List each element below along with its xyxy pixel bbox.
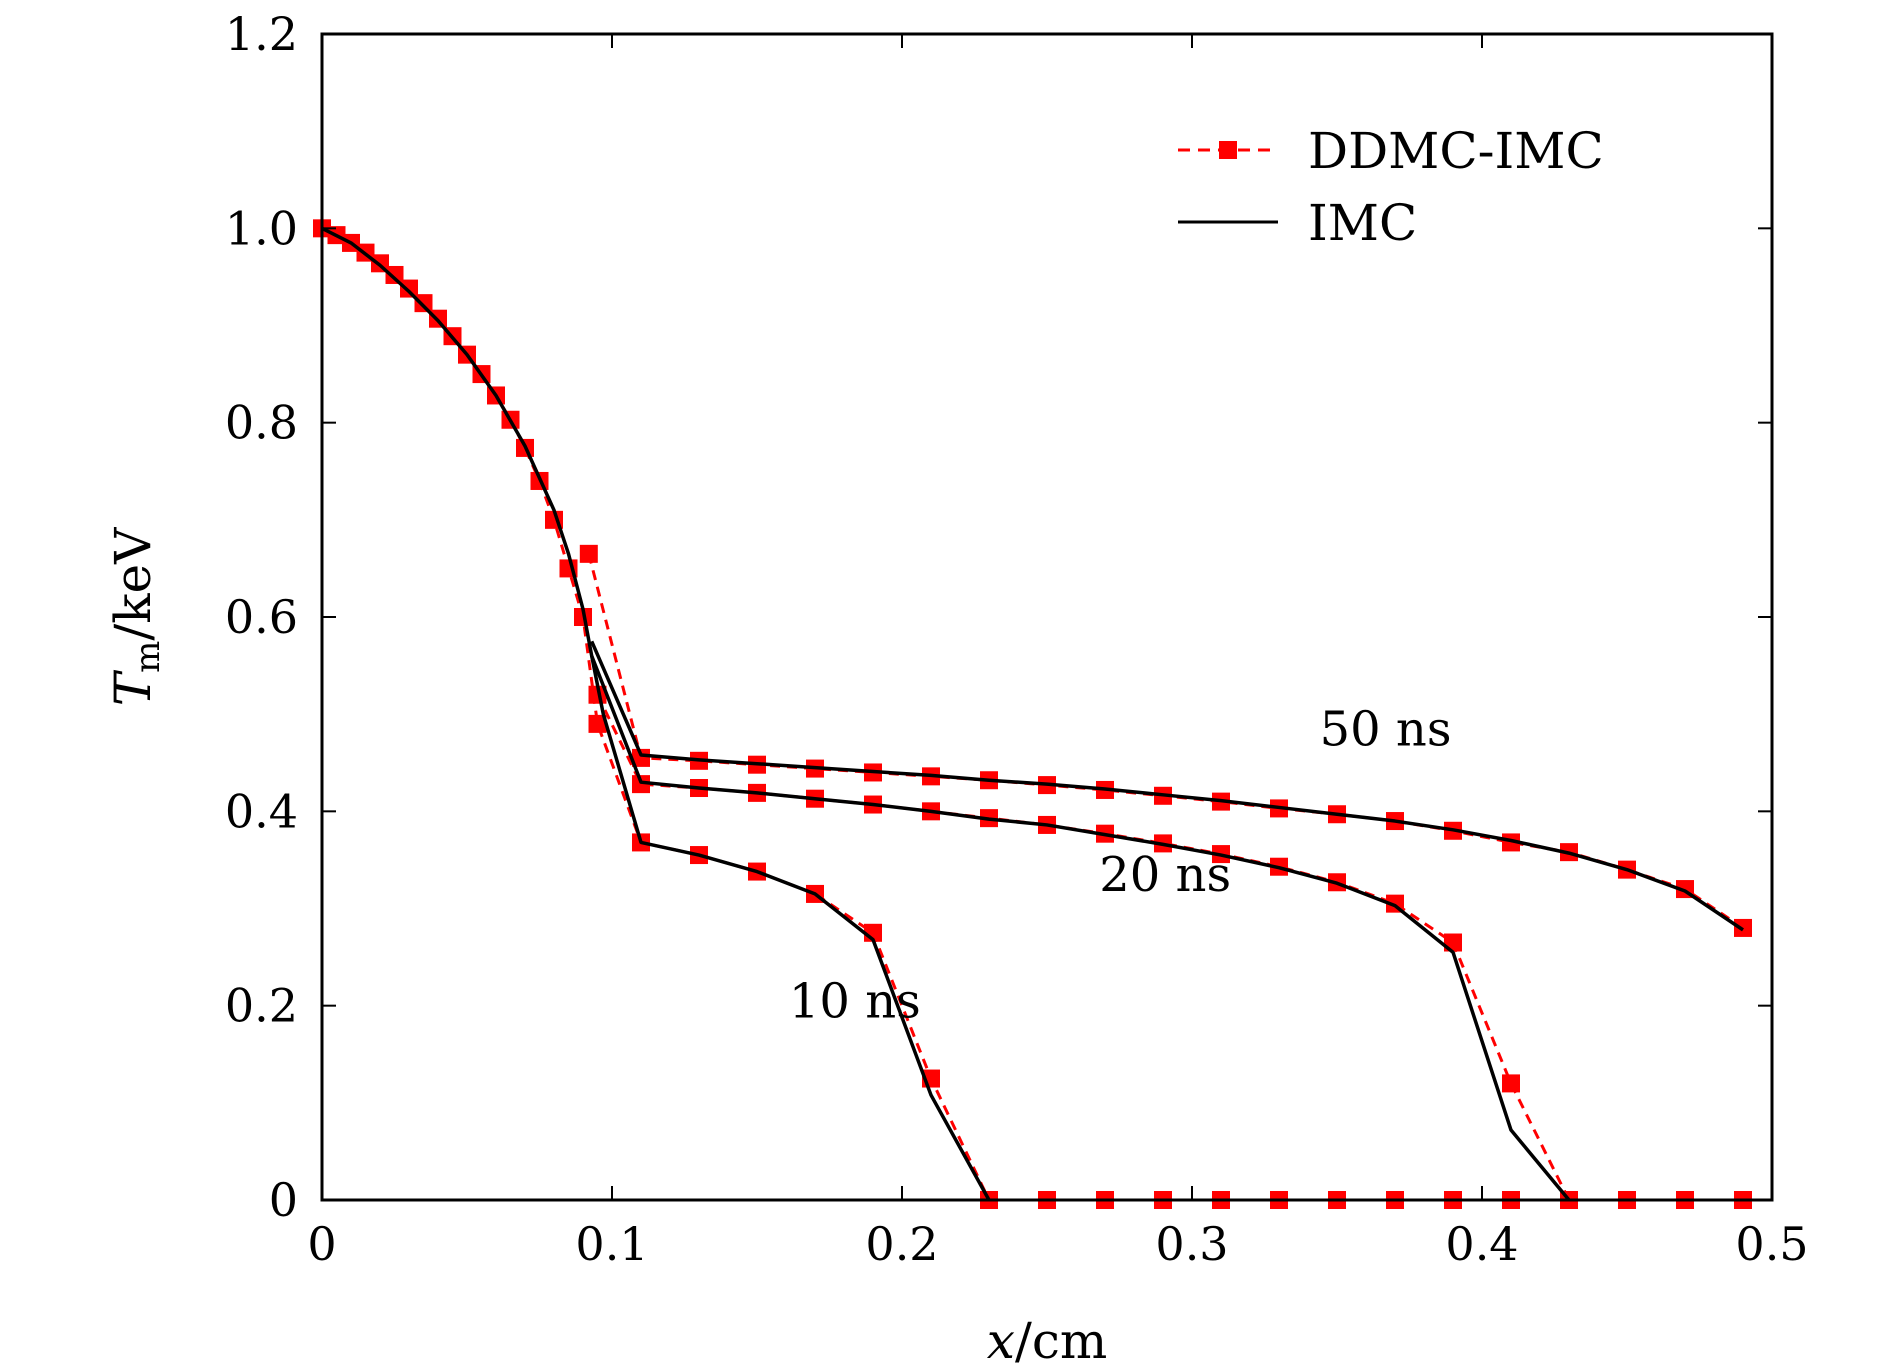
y-axis-label-unit: /keV [104,527,162,641]
x-tick-label: 0.5 [1735,1217,1808,1271]
y-tick-label: 1.2 [225,7,298,61]
ddmc-imc-line-1 [596,694,1571,1201]
x-tick-label: 0 [307,1217,336,1271]
ddmc-imc-marker [400,279,418,298]
plot-frame [320,32,1774,1202]
y-axis-label-var: T [104,669,162,706]
y-tick-label: 1.0 [225,201,298,255]
ddmc-imc-marker [588,714,607,733]
ticks-layer: 0 0.1 0.2 0.3 0.4 0.5 0 0.2 0.4 0.6 0.8 1.0 1.2 [225,7,1809,1271]
axes-layer [320,32,1774,1202]
legend-imc-label: IMC [1308,194,1417,252]
y-tick-label: 0.8 [225,396,298,450]
x-axis-label: x/cm [987,1312,1107,1370]
legend-ddmc-label: DDMC-IMC [1308,122,1604,180]
imc-line-0 [321,226,991,1201]
annotation-10ns: 10 ns [789,973,921,1029]
ddmc-imc-marker [1502,1074,1520,1093]
x-tick-label: 0.1 [575,1217,648,1271]
ddmc-imc-marker [632,775,650,794]
ddmc-imc-marker [385,265,404,284]
y-tick-label: 0 [269,1173,298,1227]
annotation-20ns: 20 ns [1099,847,1231,903]
series-layer [313,219,1752,1209]
x-axis-label-var: x [987,1312,1015,1370]
annotation-50ns: 50 ns [1320,701,1452,757]
legend-ddmc-marker [1219,141,1237,159]
ddmc-imc-marker [632,748,650,767]
imc-line-1 [590,655,1571,1202]
x-tick-label: 0.2 [865,1217,938,1271]
legend: DDMC-IMC IMC [1178,122,1604,252]
y-axis-label: Tm/keV [104,527,168,706]
ddmc-imc-line-0 [321,226,1743,1202]
y-tick-label: 0.4 [225,784,298,838]
x-axis-label-unit: /cm [1015,1312,1107,1370]
y-axis-label-sub: m [128,641,168,673]
ddmc-imc-marker [579,544,598,563]
y-tick-label: 0.2 [225,979,298,1033]
y-tick-label: 0.6 [225,590,298,644]
ddmc-imc-marker [414,294,433,313]
x-tick-label: 0.4 [1445,1217,1518,1271]
imc-line-2 [590,640,1744,932]
x-tick-label: 0.3 [1155,1217,1228,1271]
